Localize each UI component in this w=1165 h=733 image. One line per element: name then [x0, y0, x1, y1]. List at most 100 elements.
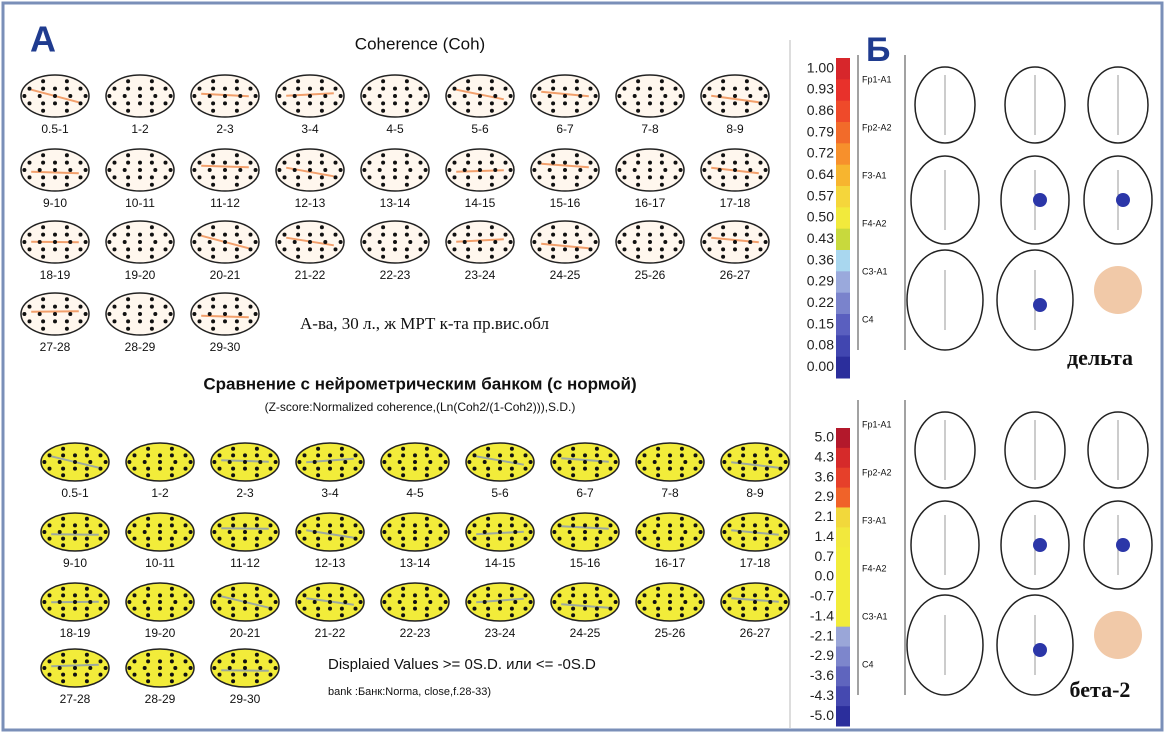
- electrode: [405, 255, 409, 259]
- electrode: [184, 467, 188, 471]
- electrode: [486, 447, 490, 451]
- map-label: 10-11: [125, 196, 155, 210]
- electrode: [738, 460, 742, 464]
- scale-swatch: [836, 448, 850, 468]
- electrode: [274, 460, 278, 464]
- electrode: [228, 460, 232, 464]
- electrode: [571, 593, 575, 597]
- electrode: [510, 473, 514, 477]
- electrode: [218, 673, 222, 677]
- electrode: [107, 240, 111, 244]
- electrode: [745, 161, 749, 165]
- electrode: [467, 460, 471, 464]
- electrode: [218, 593, 222, 597]
- map-label: 1-2: [151, 486, 169, 500]
- electrode: [231, 613, 235, 617]
- electrode: [382, 460, 386, 464]
- electrode: [211, 305, 215, 309]
- electrode: [153, 94, 157, 98]
- electrode: [150, 175, 154, 179]
- electrode: [308, 161, 312, 165]
- electrode: [235, 247, 239, 251]
- electrode: [123, 94, 127, 98]
- channel-label: C4: [862, 314, 874, 324]
- channel-label: F4-A2: [862, 218, 887, 228]
- electrode: [595, 447, 599, 451]
- electrode: [748, 94, 752, 98]
- electrode: [283, 87, 287, 91]
- electrode: [53, 94, 57, 98]
- map-label: 16-17: [635, 196, 666, 210]
- electrode: [745, 255, 749, 259]
- electrode: [231, 607, 235, 611]
- electrode: [198, 319, 202, 323]
- electrode: [721, 101, 725, 105]
- electrode: [680, 543, 684, 547]
- electrode: [316, 537, 320, 541]
- electrode: [510, 543, 514, 547]
- electrode: [447, 94, 451, 98]
- electrode: [65, 161, 69, 165]
- map-label: 19-20: [145, 626, 176, 640]
- electrode: [150, 327, 154, 331]
- electrode: [68, 168, 72, 172]
- electrode: [211, 87, 215, 91]
- electrode: [571, 517, 575, 521]
- electrode: [133, 537, 137, 541]
- electrode: [413, 600, 417, 604]
- electrode: [255, 543, 259, 547]
- scale-label: 0.29: [807, 273, 834, 289]
- electrode: [419, 87, 423, 91]
- electrode: [254, 168, 258, 172]
- electrode: [623, 233, 627, 237]
- electrode: [249, 247, 253, 251]
- electrode: [425, 543, 429, 547]
- electrode: [381, 175, 385, 179]
- electrode: [269, 607, 273, 611]
- electrode: [53, 240, 57, 244]
- electrode: [721, 79, 725, 83]
- electrode: [99, 673, 103, 677]
- electrode: [146, 523, 150, 527]
- electrode: [656, 543, 660, 547]
- electrode: [401, 453, 405, 457]
- electrode: [38, 312, 42, 316]
- electrode: [296, 183, 300, 187]
- map-label: 2-3: [236, 486, 254, 500]
- scale-swatch: [836, 143, 850, 165]
- electrode: [164, 305, 168, 309]
- electrode: [524, 607, 528, 611]
- electrode: [425, 613, 429, 617]
- electrode: [42, 460, 46, 464]
- electrode: [113, 87, 117, 91]
- electrode: [158, 453, 162, 457]
- electrode: [61, 653, 65, 657]
- electrode: [235, 297, 239, 301]
- electrode: [779, 523, 783, 527]
- electrode: [138, 247, 142, 251]
- electrode: [127, 666, 131, 670]
- electrode: [53, 233, 57, 237]
- electrode: [255, 607, 259, 611]
- electrode: [65, 305, 69, 309]
- map-label: 14-15: [485, 556, 516, 570]
- electrode: [164, 247, 168, 251]
- map-label: 4-5: [406, 486, 424, 500]
- electrode: [428, 600, 432, 604]
- scale-label: 0.08: [807, 337, 834, 353]
- electrode: [381, 183, 385, 187]
- map-label: 26-27: [740, 626, 771, 640]
- electrode: [381, 153, 385, 157]
- map-label: 8-9: [726, 122, 744, 136]
- electrode: [84, 168, 88, 172]
- electrode: [58, 666, 62, 670]
- electrode: [722, 460, 726, 464]
- electrode: [708, 175, 712, 179]
- electrode: [401, 587, 405, 591]
- electrode: [721, 255, 725, 259]
- electrode: [53, 305, 57, 309]
- electrode: [741, 607, 745, 611]
- electrode: [41, 153, 45, 157]
- electrode: [405, 161, 409, 165]
- electrode: [308, 101, 312, 105]
